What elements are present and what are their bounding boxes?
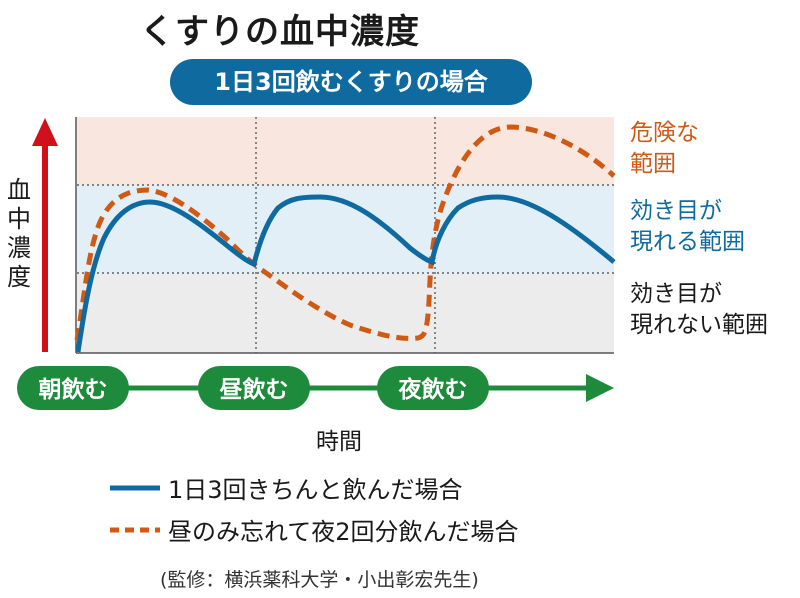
- x-axis-label: 時間: [316, 429, 362, 455]
- source-credit: (監修：横浜薬科大学・小出彰宏先生): [160, 569, 479, 591]
- dose-pill-noon: [198, 366, 310, 410]
- y-arrow-head: [32, 118, 58, 146]
- dose-label-noon: 昼飲む: [220, 376, 289, 403]
- subtitle-pill: 1日3回飲むくすりの場合: [170, 59, 532, 105]
- zone-label-effective: 効き目が 現れる範囲: [630, 198, 745, 255]
- timeline-arrow-head: [586, 374, 614, 402]
- y-axis-label: 血中濃度: [7, 176, 31, 291]
- dose-label-morning: 朝飲む: [39, 376, 108, 403]
- zone-noeffect-bg: [77, 273, 614, 353]
- zone-effective-bg: [77, 185, 614, 273]
- zone-label-danger: 危険な 範囲: [630, 120, 699, 177]
- series-missed-dose-line: [74, 124, 616, 341]
- legend-label-missed: 昼のみ忘れて夜2回分飲んだ場合: [168, 518, 519, 546]
- zone-label-noeffect: 効き目が 現れない範囲: [630, 281, 768, 338]
- dose-pill-night: [377, 366, 489, 410]
- chart-title: くすりの血中濃度: [140, 12, 420, 52]
- dose-pill-morning: [17, 366, 129, 410]
- dose-label-night: 夜飲む: [398, 376, 468, 403]
- series-regular-dose-line: [75, 194, 616, 353]
- legend-label-regular: 1日3回きちんと飲んだ場合: [168, 476, 463, 504]
- zone-danger-bg: [77, 117, 614, 185]
